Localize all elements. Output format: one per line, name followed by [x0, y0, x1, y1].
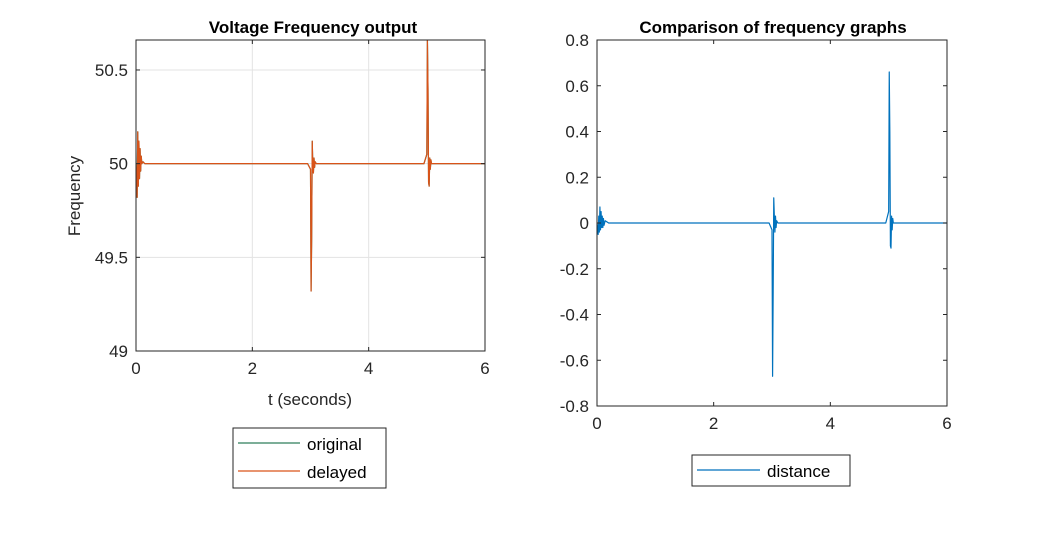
x-tick-label: 2 [248, 359, 257, 378]
x-tick-label: 4 [364, 359, 373, 378]
y-tick-label: 50.5 [95, 61, 128, 80]
chart-title: Comparison of frequency graphs [639, 18, 906, 37]
legend-box [232, 427, 387, 489]
x-tick-label: 0 [131, 359, 140, 378]
chart-frequency-comparison: 0 2 4 6 -0.8 -0.6 -0.4 -0.2 0 0.2 0.4 0.6 0.8 Compar… [560, 18, 952, 487]
series-line-distance [597, 71, 947, 377]
x-tick-label: 4 [826, 414, 835, 433]
y-tick-label: -0.4 [560, 306, 589, 325]
y-tick-label: -0.2 [560, 260, 589, 279]
y-axis-label: Frequency [65, 155, 84, 236]
y-tick-label: 0.4 [565, 123, 589, 142]
series-lines [597, 71, 947, 377]
y-tick-label: 49 [109, 342, 128, 361]
x-tick-label: 6 [942, 414, 951, 433]
y-tick-label: 0.8 [565, 31, 589, 50]
y-tick-label: 0.6 [565, 77, 589, 96]
x-tick-label: 0 [592, 414, 601, 433]
legend-label-delayed: delayed [307, 463, 367, 482]
tick-marks: 0 2 4 6 49 49.5 50 50.5 [95, 40, 490, 378]
x-axis-label: t (seconds) [268, 390, 352, 409]
legend: distance [691, 454, 851, 487]
legend-box [691, 454, 851, 487]
y-tick-label: -0.8 [560, 397, 589, 416]
y-tick-label: -0.6 [560, 351, 589, 370]
plot-frame [135, 39, 486, 352]
chart-title: Voltage Frequency output [209, 18, 418, 37]
series-line-delayed [136, 40, 485, 292]
legend-label-distance: distance [767, 462, 830, 481]
y-tick-label: 50 [109, 155, 128, 174]
x-tick-label: 2 [709, 414, 718, 433]
y-tick-label: 0.2 [565, 168, 589, 187]
legend: original delayed [232, 427, 387, 489]
x-tick-label: 6 [480, 359, 489, 378]
y-tick-label: 0 [580, 214, 589, 233]
chart-voltage-frequency: 0 2 4 6 49 49.5 50 50.5 Voltage Frequency outpu… [65, 18, 490, 489]
legend-label-original: original [307, 435, 362, 454]
series-lines [136, 40, 485, 292]
tick-marks: 0 2 4 6 -0.8 -0.6 -0.4 -0.2 0 0.2 0.4 0.6 0.8 [560, 31, 952, 433]
y-tick-label: 49.5 [95, 248, 128, 267]
